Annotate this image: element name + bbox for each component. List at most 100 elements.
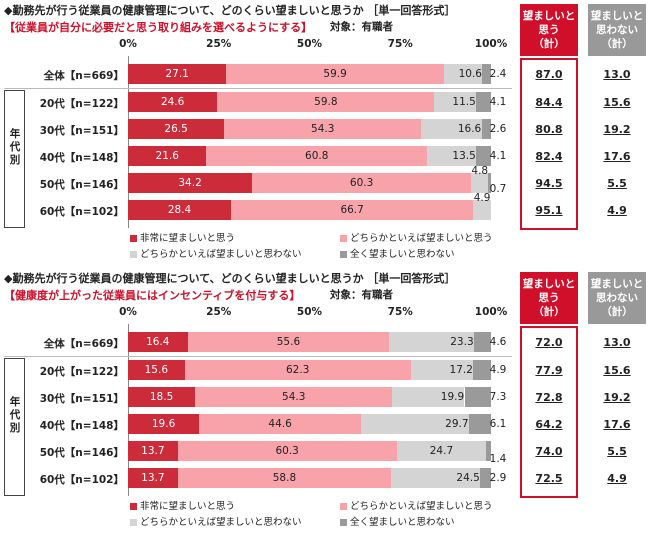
summary-desirable-frame (520, 326, 578, 498)
bar-value-label: 4.1 (489, 96, 507, 108)
bar-segment-very (128, 441, 178, 461)
bar-segment-very (128, 468, 178, 488)
legend-swatch (340, 235, 347, 242)
bar-value-label: 4.8 (471, 165, 489, 177)
legend-label: 非常に望ましいと思う (140, 233, 236, 244)
summary-undesirable-value: 13.0 (603, 68, 631, 81)
bar-segment-somewhat (206, 146, 428, 166)
bar-value-label: 59.9 (323, 68, 347, 80)
summary-undesirable-value: 5.5 (607, 177, 627, 190)
summary-desirable-value: 77.9 (535, 364, 563, 377)
bar-value-label: 13.7 (141, 445, 165, 457)
bar-value-label: 15.6 (144, 364, 169, 376)
summary-header-undesirable: 望ましいと 思わない （計） (588, 4, 646, 56)
summary-undesirable-value: 15.6 (603, 96, 631, 109)
row-label: 20代【n=122】 (39, 98, 124, 110)
summary-undesirable-value: 5.5 (607, 445, 627, 458)
bar-segment-somewhat-not (396, 441, 487, 461)
legend-label: どちらかといえば望ましいと思わない (140, 249, 302, 260)
bar-value-label: 16.4 (146, 336, 170, 348)
row-label: 40代【n=148】 (39, 152, 124, 164)
axis-line (128, 324, 129, 496)
bar-value-label: 27.1 (165, 68, 189, 80)
summary-desirable-value: 95.1 (535, 204, 563, 217)
bar-segment-not (468, 414, 491, 434)
bar-segment-very (128, 146, 207, 166)
bar-value-label: 60.3 (349, 177, 374, 189)
bar-value-label: 23.3 (450, 336, 474, 348)
bar-segment-somewhat-not (471, 173, 489, 193)
axis-tick-label: 75% (387, 38, 413, 50)
legend-item: どちらかといえば望ましいと思わない (130, 246, 302, 260)
summary-desirable-value: 72.0 (535, 336, 563, 349)
bar-segment-somewhat (195, 387, 393, 407)
legend-label: 全く望ましいと思わない (350, 249, 455, 260)
bar-segment-not (464, 387, 491, 407)
bar-segment-very (128, 64, 227, 84)
axis-tick-label: 0% (119, 38, 137, 50)
bar-value-label: 24.6 (160, 96, 185, 108)
bar-value-label: 4.1 (489, 150, 507, 162)
bar-segment-not (480, 468, 491, 488)
legend-label: 非常に望ましいと思う (140, 501, 236, 512)
summary-header-undesirable: 望ましいと 思わない （計） (588, 272, 646, 324)
summary-desirable-value: 87.0 (535, 68, 563, 81)
target-note: 対象：有職者 (330, 289, 393, 301)
axis-tick-label: 25% (206, 38, 232, 50)
bar-segment-very (128, 414, 200, 434)
bar-value-label: 2.4 (489, 68, 507, 80)
row-label: 全体【n=669】 (43, 70, 124, 82)
bar-value-label: 54.3 (311, 123, 335, 135)
bar-value-label: 11.5 (452, 96, 476, 108)
bar-value-label: 19.6 (151, 418, 176, 430)
bar-segment-very (128, 92, 218, 112)
bar-segment-not (482, 64, 491, 84)
bar-value-label: 10.6 (458, 68, 482, 80)
summary-header-desirable: 望ましいと 思う （計） (520, 272, 578, 324)
legend-item: 全く望ましいと思わない (340, 514, 455, 528)
age-group-bracket (4, 358, 25, 496)
legend-swatch (130, 235, 137, 242)
summary-undesirable-value: 15.6 (603, 364, 631, 377)
summary-undesirable-value: 19.2 (603, 123, 631, 136)
summary-header-desirable: 望ましいと 思う （計） (520, 4, 578, 56)
bar-segment-somewhat-not (392, 387, 465, 407)
bar-value-label: 18.5 (149, 391, 174, 403)
summary-undesirable-value: 17.6 (603, 150, 631, 163)
bar-segment-not (473, 332, 491, 352)
bar-segment-not (481, 119, 491, 139)
bar-value-label: 29.7 (445, 418, 469, 430)
axis-tick-label: 0% (119, 306, 137, 318)
legend-swatch (340, 251, 347, 258)
bar-value-label: 44.6 (268, 418, 292, 430)
legend-swatch (130, 503, 137, 510)
bar-segment-very (128, 119, 225, 139)
bar-segment-somewhat (177, 468, 392, 488)
legend-item: 非常に望ましいと思う (130, 498, 235, 512)
age-group-label: 年代別 (9, 396, 21, 434)
group-separator (4, 88, 512, 89)
summary-desirable-value: 80.8 (535, 123, 563, 136)
row-label: 全体【n=669】 (43, 338, 124, 350)
bar-value-label: 34.2 (178, 177, 202, 189)
summary-undesirable-value: 19.2 (603, 391, 631, 404)
question-item: 【健康度が上がった従業員にはインセンティブを付与する】 (4, 289, 301, 302)
bar-segment-very (128, 332, 188, 352)
axis-tick-label: 25% (206, 306, 232, 318)
bar-value-label: 17.2 (449, 364, 473, 376)
row-label: 60代【n=102】 (39, 206, 124, 218)
bar-value-label: 26.5 (164, 123, 188, 135)
bar-segment-very (128, 200, 232, 220)
bar-value-label: 28.4 (167, 204, 192, 216)
bar-segment-somewhat-not (361, 414, 469, 434)
summary-desirable-value: 84.4 (535, 96, 563, 109)
chart-panel-bottom: ◆勤務先が行う従業員の健康管理について、どのくらい望ましいと思うか ［単一回答形… (0, 268, 650, 536)
bar-segment-very (128, 360, 185, 380)
bar-segment-somewhat (187, 332, 390, 352)
summary-undesirable-value: 13.0 (603, 336, 631, 349)
bar-segment-not (476, 92, 491, 112)
question-title: ◆勤務先が行う従業員の健康管理について、どのくらい望ましいと思うか ［単一回答形… (4, 4, 456, 17)
bar-value-label: 13.5 (452, 150, 476, 162)
axis-tick-label: 50% (296, 306, 323, 318)
bar-segment-not (473, 360, 491, 380)
